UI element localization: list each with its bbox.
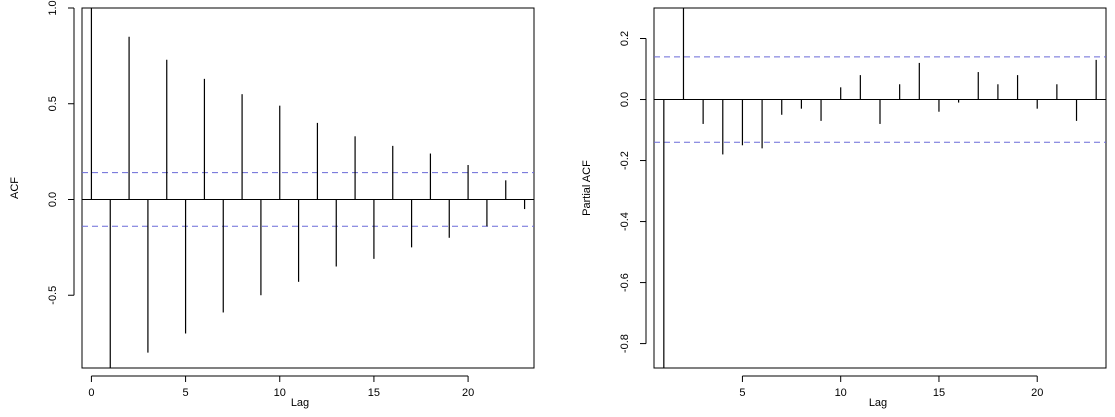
pacf-panel: 5 10 15 20 -0.8 -0.6 -0.4 -0.2 0.0 0.2 Lag Partial … <box>581 7 1107 409</box>
pacf-y-tick-label: -0.8 <box>619 334 631 353</box>
acf-y-tick-label: 0.5 <box>47 96 59 111</box>
pacf-y-tick-label: -0.4 <box>619 212 631 231</box>
acf-y-tick-label: 0.0 <box>47 192 59 207</box>
acf-x-tick-label: 15 <box>368 387 380 399</box>
pacf-plot-frame <box>653 7 1107 369</box>
pacf-y-axis-title: Partial ACF <box>581 160 593 216</box>
pacf-y-tick-label: 0.2 <box>619 31 631 46</box>
pacf-x-tick-label: 5 <box>739 387 745 399</box>
acf-y-tick-label: 1.0 <box>47 0 59 15</box>
acf-y-tick-label: -0.5 <box>47 286 59 305</box>
acf-x-axis-title: Lag <box>291 397 309 409</box>
pacf-y-tick-label: -0.2 <box>619 151 631 170</box>
pacf-x-axis-title: Lag <box>869 397 887 409</box>
pacf-y-tick-label: -0.6 <box>619 273 631 292</box>
acf-y-axis-title: ACF <box>9 177 21 199</box>
acf-panel: 0 5 10 15 20 -0.5 0.0 0.5 1.0 Lag ACF <box>9 0 535 409</box>
acf-x-tick-label: 0 <box>88 387 94 399</box>
acf-x-tick-label: 10 <box>274 387 286 399</box>
pacf-y-tick-label: 0.0 <box>619 92 631 107</box>
acf-x-tick-label: 20 <box>462 387 474 399</box>
pacf-x-tick-label: 15 <box>933 387 945 399</box>
acf-plot-frame <box>81 7 535 369</box>
pacf-x-tick-label: 10 <box>835 387 847 399</box>
pacf-x-tick-label: 20 <box>1031 387 1043 399</box>
acf-x-tick-label: 5 <box>183 387 189 399</box>
